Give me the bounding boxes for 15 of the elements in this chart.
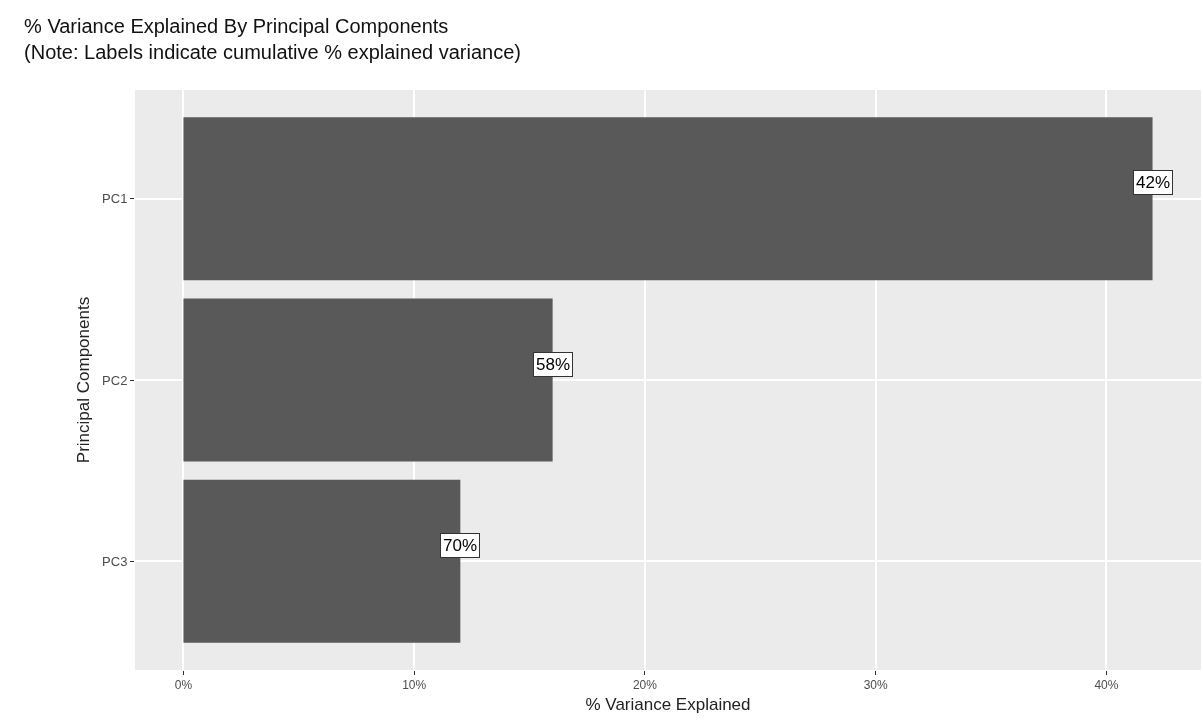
x-axis-title: % Variance Explained bbox=[585, 694, 751, 714]
chart-title: % Variance Explained By Principal Components bbox=[24, 14, 449, 37]
chart-subtitle: (Note: Labels indicate cumulative % explained variance) bbox=[24, 40, 521, 63]
x-tick-label: 0% bbox=[174, 678, 193, 693]
x-tick-label: 40% bbox=[1094, 678, 1119, 693]
annotation: 42% bbox=[1136, 173, 1171, 192]
y-axis-title: Principal Components bbox=[73, 296, 93, 464]
annotation: 58% bbox=[536, 355, 571, 374]
x-tick-label: 20% bbox=[632, 678, 658, 693]
x-tick-label: 30% bbox=[863, 678, 888, 693]
annotation: 70% bbox=[443, 536, 478, 555]
y-tick-label: PC2 bbox=[102, 372, 128, 388]
x-tick-label: 10% bbox=[402, 678, 427, 693]
y-tick-label: PC1 bbox=[102, 191, 128, 207]
y-tick-label: PC3 bbox=[102, 553, 128, 569]
